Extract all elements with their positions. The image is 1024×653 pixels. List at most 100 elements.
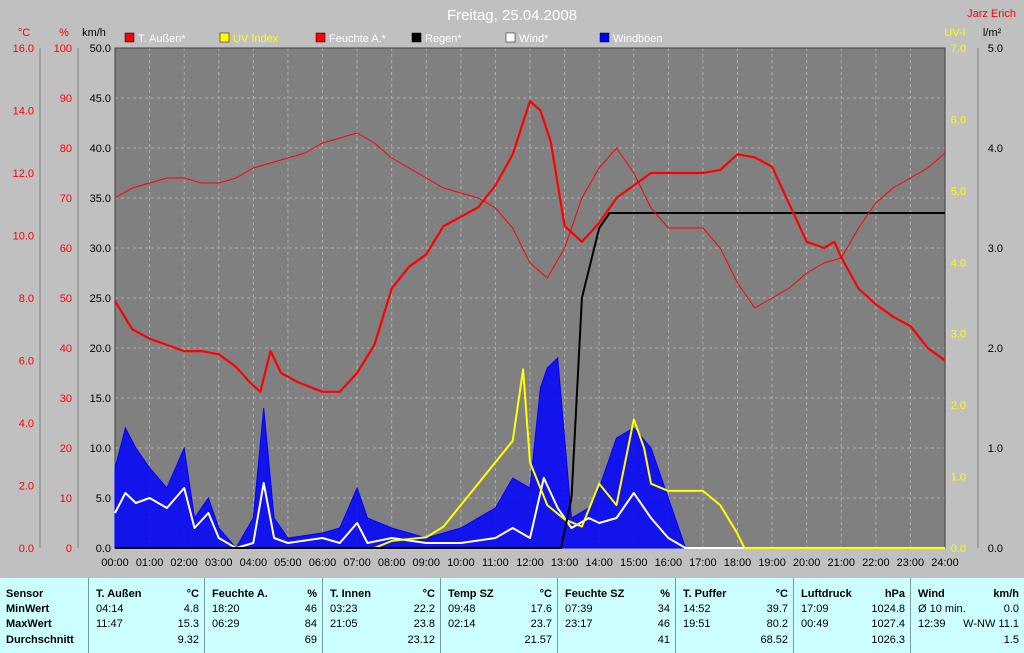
- x-tick-label: 21:00: [827, 557, 855, 569]
- legend-label: Feuchte A.*: [329, 33, 387, 45]
- y-tick-temp_c: 4.0: [19, 418, 34, 430]
- x-tick-label: 14:00: [585, 557, 613, 569]
- legend: T. Außen* UV Index Feuchte A.* Regen* Wind* W…: [124, 32, 663, 45]
- y-tick-wind_kmh: 5.0: [96, 493, 111, 505]
- stat-unit: °C: [422, 588, 435, 600]
- x-tick-label: 05:00: [274, 557, 302, 569]
- stat-name: Feuchte SZ: [565, 588, 625, 600]
- legend-label: Windböen: [613, 33, 663, 45]
- legend-swatch: [505, 32, 516, 43]
- stat-min-time: 04:14: [96, 603, 124, 615]
- stat-avg-value: 68.52: [760, 634, 788, 646]
- author-label: Jarz Erich: [967, 8, 1016, 20]
- legend-swatch: [124, 32, 135, 43]
- stat-min-time: 03:23: [330, 603, 358, 615]
- y-tick-rain_lm2: 0.0: [988, 543, 1003, 555]
- y-tick-wind_kmh: 45.0: [90, 93, 111, 105]
- y-tick-uv_index: 3.0: [951, 329, 966, 341]
- stats-column: Feuchte SZ% 07:39 34 23:17 46 41: [557, 578, 676, 653]
- y-tick-wind_kmh: 40.0: [90, 143, 111, 155]
- y-tick-humidity_pct: 50: [60, 293, 72, 305]
- x-tick-label: 20:00: [793, 557, 821, 569]
- unit-uv: UV-I: [944, 27, 965, 39]
- stat-min-value: 39.7: [766, 603, 788, 615]
- stats-column: Wind km/h Ø 10 min. 0.0 12:39 W-NW 11.1 1.5: [910, 578, 1024, 653]
- unit-wind: km/h: [82, 27, 106, 39]
- stat-avg-value: 41: [657, 634, 670, 646]
- stat-max-value: 80.2: [766, 618, 788, 630]
- y-tick-rain_lm2: 5.0: [988, 43, 1003, 55]
- weather-chart: 00:00 01:00 02:00 03:00 04:00 05:00 06:00 07:00…: [13, 7, 1016, 569]
- series-layer: [114, 100, 946, 549]
- grid: [114, 47, 946, 549]
- stat-avg-value: 21.57: [524, 634, 552, 646]
- x-tick-label: 23:00: [897, 557, 925, 569]
- legend-swatch: [599, 32, 610, 43]
- y-tick-humidity_pct: 80: [60, 143, 72, 155]
- y-tick-wind_kmh: 15.0: [90, 393, 111, 405]
- stats-column: Temp SZ °C 09:48 17.6 02:14 23.7 21.57: [440, 578, 558, 653]
- stat-min-value: 22.2: [413, 603, 435, 615]
- unit-rain: l/m²: [983, 27, 1002, 39]
- stat-max-value: 84: [304, 618, 317, 630]
- legend-label: Regen*: [425, 33, 462, 45]
- stat-min-value: 0.0: [1003, 603, 1019, 615]
- stat-max-time: 00:49: [801, 618, 829, 630]
- series-uv-index: [115, 368, 945, 549]
- x-tick-label: 12:00: [516, 557, 544, 569]
- legend-swatch: [219, 32, 230, 43]
- stat-max-value: 1027.4: [871, 618, 905, 630]
- y-tick-wind_kmh: 25.0: [90, 293, 111, 305]
- stat-min-value: 17.6: [530, 603, 552, 615]
- y-tick-uv_index: 4.0: [951, 257, 966, 269]
- legend-label: T. Außen*: [138, 33, 186, 45]
- stat-min-time: Ø 10 min.: [918, 603, 966, 615]
- stat-max-time: 11:47: [96, 618, 123, 630]
- y-tick-uv_index: 1.0: [951, 472, 966, 484]
- stat-name: T. Innen: [330, 588, 371, 600]
- x-tick-label: 06:00: [309, 557, 337, 569]
- x-tick-label: 18:00: [724, 557, 752, 569]
- y-tick-temp_c: 16.0: [13, 43, 34, 55]
- label-min: MinWert: [6, 603, 50, 615]
- stat-max-value: W-NW 11.1: [963, 618, 1019, 630]
- stat-min-value: 46: [304, 603, 317, 615]
- y-tick-wind_kmh: 0.0: [96, 543, 111, 555]
- y-tick-wind_kmh: 30.0: [90, 243, 111, 255]
- y-tick-uv_index: 7.0: [951, 43, 966, 55]
- y-tick-humidity_pct: 30: [60, 393, 72, 405]
- y-tick-temp_c: 2.0: [19, 481, 34, 493]
- stats-column: Feuchte A.% 18:20 46 06:29 84 69: [204, 578, 323, 653]
- stats-panel: Sensor MinWert MaxWert Durchschnitt T. A…: [0, 578, 1024, 653]
- y-tick-humidity_pct: 90: [60, 93, 72, 105]
- x-tick-label: 15:00: [620, 557, 648, 569]
- stat-max-value: 23.7: [530, 618, 552, 630]
- x-tick-label: 07:00: [343, 557, 371, 569]
- label-sensor: Sensor: [6, 588, 44, 600]
- y-tick-temp_c: 10.0: [13, 231, 34, 243]
- x-tick-label: 19:00: [758, 557, 786, 569]
- y-tick-wind_kmh: 50.0: [90, 43, 111, 55]
- x-tick-label: 22:00: [862, 557, 890, 569]
- legend-swatch: [315, 32, 326, 43]
- stat-name: T. Außen: [96, 588, 142, 600]
- ticks: 00:00 01:00 02:00 03:00 04:00 05:00 06:00 07:00…: [13, 43, 1003, 569]
- y-tick-temp_c: 8.0: [19, 293, 34, 305]
- y-tick-uv_index: 5.0: [951, 186, 966, 198]
- y-tick-temp_c: 14.0: [13, 106, 34, 118]
- y-tick-rain_lm2: 1.0: [988, 443, 1003, 455]
- x-tick-label: 11:00: [482, 557, 509, 569]
- x-tick-label: 17:00: [689, 557, 717, 569]
- stat-unit: hPa: [884, 588, 905, 600]
- series-feuchte-a: [114, 132, 946, 309]
- stat-min-time: 09:48: [448, 603, 476, 615]
- x-tick-label: 08:00: [378, 557, 406, 569]
- stat-max-time: 23:17: [565, 618, 593, 630]
- chart-title: Freitag, 25.04.2008: [447, 7, 577, 24]
- y-tick-uv_index: 0.0: [951, 543, 966, 555]
- unit-temp: °C: [18, 27, 30, 39]
- y-tick-uv_index: 6.0: [951, 114, 966, 126]
- stat-unit: °C: [775, 588, 788, 600]
- y-tick-humidity_pct: 20: [60, 443, 72, 455]
- stat-avg-value: 1026.3: [871, 634, 905, 646]
